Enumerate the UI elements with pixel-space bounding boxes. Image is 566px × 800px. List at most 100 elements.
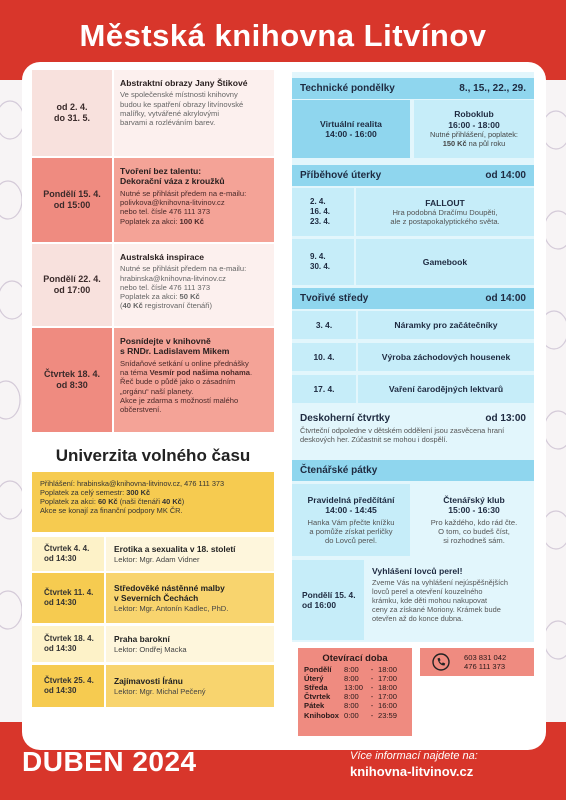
hours-cell: 13:00 (344, 683, 364, 693)
hours-cell: Čtvrtek (304, 692, 331, 702)
text-run: registrovaní čtenáři) (142, 301, 213, 311)
text-run: ) (181, 497, 185, 507)
event-date: od 15:00 (53, 200, 91, 210)
text-run: 40 Kč (162, 497, 182, 507)
text-run: Poplatek za akci: (120, 216, 180, 226)
creative-date-cell: 17. 4. (292, 375, 356, 403)
reading-event-text: Zveme Vás na vyhlášení nejúspěšnějších (372, 578, 508, 587)
footer-month: DUBEN 2024 (22, 746, 197, 777)
event-title: Abstraktní obrazy Jany Štikové (120, 78, 248, 88)
lecture-date: Čtvrtek 4. 4. (44, 544, 90, 554)
reading-event-title: Vyhlášení lovců perel! (372, 566, 463, 576)
reading-event-text-block: Zveme Vás na vyhlášení nejúspěšnějších lo… (372, 578, 528, 623)
lecture-title-block: Středověké nástěnné malby v Severních Čec… (114, 583, 274, 604)
creative-date: 3. 4. (315, 320, 333, 330)
lecture-date: od 14:30 (44, 644, 77, 653)
tech-item-text-block: Nutné přihlášení, poplatek: 150 Kč na půl… (414, 130, 534, 148)
event-text: Nutné se přihlásit předem na e-mailu: (120, 188, 247, 198)
lecture-date-cell: Čtvrtek 4. 4. od 14:30 (32, 537, 104, 571)
section-header: Tvořivé středy od 14:00 (292, 288, 534, 309)
footer-web: knihovna-litvinov.cz (350, 764, 474, 779)
title: Městská knihovna Litvínov (79, 18, 487, 53)
event-text-block: Nutné se přihlásit předem na e-mailu: pol… (120, 189, 268, 226)
reading-item-text-block: Pro každého, kdo rád čte. O tom, co budeš… (414, 518, 534, 546)
tech-item-title: Roboklub (454, 109, 494, 120)
reading-item-text-block: Hanka Vám přečte knížku a pomůže získat p… (292, 518, 410, 546)
section-title: Příběhové úterky (300, 170, 382, 181)
text-run: na téma (120, 368, 150, 378)
reading-item-text: a pomůže získat perličky (309, 526, 393, 536)
reading-item-text: Hanka Vám přečte knížku (307, 517, 395, 527)
text-run: 150 Kč (442, 139, 467, 149)
tech-item-time: 16:00 - 18:00 (448, 119, 500, 130)
event-date-cell: od 2. 4. do 31. 5. (32, 70, 112, 156)
story-date-block: 2. 4. 16. 4. 23. 4. (310, 197, 354, 226)
creative-title-cell: Výroba záchodových housenek (358, 343, 534, 371)
event-date: Čtvrtek 18. 4. (43, 369, 101, 380)
university-title: Univerzita volného času (55, 446, 251, 465)
hours-row: Úterý 8:00 -17:00 (304, 674, 406, 683)
reading-event-date: Pondělí 15. 4. (302, 589, 356, 600)
hours-cell: 18:00 (378, 683, 398, 693)
text-run: Poplatek za celý semestr: (40, 488, 127, 498)
tech-item: Virtuální realita 14:00 - 16:00 (292, 100, 410, 158)
event-text: polivkova@knihovna-litvinov.cz (120, 198, 225, 208)
hours-cell: 16:00 (378, 701, 398, 711)
section-title: Technické pondělky (300, 83, 395, 94)
event-content-cell: Abstraktní obrazy Jany Štikové Ve společe… (114, 70, 274, 156)
text-run: na půl roku (466, 139, 506, 149)
section-time: od 14:00 (485, 170, 526, 181)
event-text: Akce je zdarma s možností malého (120, 395, 239, 405)
lecture-date: Čtvrtek 11. 4. (44, 588, 94, 598)
event-date-cell: Čtvrtek 18. 4. od 8:30 (32, 328, 112, 432)
event-text: (40 Kč registrovaní čtenáři) (120, 301, 268, 310)
hours-cell: 17:00 (378, 674, 398, 684)
event-title: Dekorační váza z kroužků (120, 176, 225, 187)
reading-event-text: ceny za získané Moriony. Krámek bude (372, 605, 501, 615)
event-title-block: Abstraktní obrazy Jany Štikové (120, 78, 268, 88)
event-text: občerstvení. (120, 405, 162, 415)
event-text: Poplatek za akci: 50 Kč (120, 292, 268, 301)
event-title: Tvoření bez talentu: (120, 166, 202, 176)
reading-item-time: 14:00 - 14:45 (325, 505, 377, 516)
reading-item-text: do Lovců perel. (325, 536, 377, 546)
creative-date: 17. 4. (313, 384, 335, 394)
hours-cell: 8:00 (344, 701, 359, 711)
hours-cell: - (370, 710, 374, 720)
hours-cell: 18:00 (378, 665, 398, 674)
phone-icon (432, 653, 450, 671)
event-text: nebo tel. čísle 476 111 373 (120, 282, 211, 292)
story-text: Hra podobná Dračímu Doupěti, (392, 207, 498, 217)
lecture-date: Čtvrtek 18. 4. (44, 634, 94, 644)
event-content-cell: Posnídejte v knihovně s RNDr. Ladislavem … (114, 328, 274, 432)
creative-title: Náramky pro začátečníky (394, 320, 498, 330)
lecture-content-cell: Praha barokní Lektor: Ondřej Macka (106, 626, 274, 662)
university-info: Přihlášení: hrabinska@knihovna-litvinov.… (32, 472, 274, 532)
hours-cell: 0:00 (344, 710, 359, 720)
event-text-block: Nutné se přihlásit předem na e-mailu: hra… (120, 264, 268, 310)
lecture-content-cell: Erotika a sexualita v 18. století Lektor:… (106, 537, 274, 571)
reading-item: Čtenářský klub 15:00 - 16:30 Pro každého, … (414, 484, 534, 556)
section-time: 8., 15., 22., 29. (459, 83, 526, 94)
lecture-date: Čtvrtek 25. 4. (44, 676, 94, 686)
event-date-block: Pondělí 22. 4. od 17:00 (32, 274, 112, 296)
text-run: 300 Kč (126, 488, 151, 498)
hours-cell: Pátek (304, 701, 325, 711)
story-dates-cell: 9. 4. 30. 4. (292, 239, 354, 285)
reading-event-date-block: Pondělí 15. 4. od 16:00 (302, 590, 364, 611)
tech-item: Roboklub 16:00 - 18:00 Nutné přihlášení, p… (414, 100, 534, 158)
hours-cell: - (370, 701, 374, 711)
hours-cell: 23:59 (378, 710, 398, 720)
event-title-block: Australská inspirace (120, 252, 268, 262)
text-run: Poplatek za akci: (120, 292, 180, 302)
event-text: nebo tel. čísle 476 111 373 (120, 207, 211, 217)
board-time: od 13:00 (485, 413, 526, 424)
reading-item: Pravidelná předčítání 14:00 - 14:45 Hanka … (292, 484, 410, 556)
lecture-date-cell: Čtvrtek 25. 4. od 14:30 (32, 665, 104, 707)
university-info-line: Poplatek za akci: 60 Kč (naši čtenáři 40… (40, 497, 266, 506)
event-date: do 31. 5. (53, 113, 90, 123)
story-date: 16. 4. (310, 207, 331, 217)
reading-item-text: Pro každého, kdo rád čte. (430, 517, 518, 527)
event-text: Řeč bude o půdě jako o zásadním (120, 377, 236, 387)
